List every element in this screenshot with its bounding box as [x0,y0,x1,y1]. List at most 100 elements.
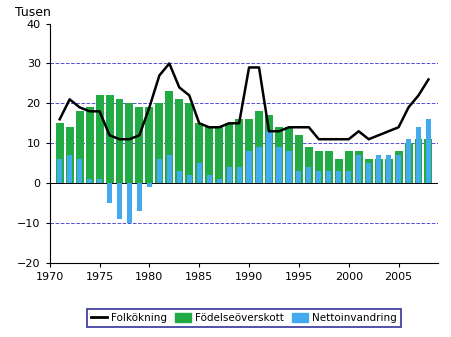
Folkökning [365,137,371,141]
Bar [55,123,64,183]
Bar [195,123,203,183]
Folkökning [226,121,231,125]
Text: Tusen: Tusen [15,6,51,19]
Folkökning [176,85,182,89]
Bar [205,127,213,183]
Bar [226,167,231,183]
Bar [375,155,380,183]
Bar [97,179,102,183]
Bar [355,155,360,183]
Bar [244,119,253,183]
Bar [394,151,402,183]
Bar [294,135,302,183]
Bar [256,147,261,183]
Bar [215,127,223,183]
Bar [77,159,82,183]
Bar [236,167,241,183]
Folkökning [97,109,102,113]
Line: Folkökning: Folkökning [60,63,428,139]
Bar [196,163,202,183]
Folkökning [276,129,281,133]
Bar [125,103,133,183]
Bar [395,155,400,183]
Bar [225,123,233,183]
Bar [147,183,152,187]
Bar [246,151,251,183]
Bar [423,139,432,183]
Bar [145,107,153,183]
Bar [87,179,92,183]
Bar [425,119,430,183]
Folkökning [67,97,72,101]
Folkökning [87,109,92,113]
Bar [85,107,93,183]
Bar [137,183,142,211]
Folkökning [246,65,251,69]
Bar [306,167,311,183]
Folkökning [385,129,391,133]
Bar [156,159,161,183]
Folkökning [206,125,212,129]
Folkökning [106,133,112,137]
Bar [216,179,221,183]
Bar [67,155,72,183]
Bar [176,171,181,183]
Folkökning [345,137,351,141]
Bar [404,143,412,183]
Folkökning [57,117,62,121]
Bar [235,119,243,183]
Bar [405,139,410,183]
Folkökning [305,125,311,129]
Folkökning [256,65,261,69]
Bar [334,159,342,183]
Bar [206,175,212,183]
Folkökning [395,125,400,129]
Bar [165,91,173,183]
Folkökning [415,93,420,97]
Folkökning [285,125,291,129]
Bar [284,127,292,183]
Folkökning [156,73,162,78]
Folkökning [186,93,192,97]
Bar [117,183,122,219]
Folkökning [375,133,381,137]
Folkökning [116,137,122,141]
Folkökning [335,137,341,141]
Bar [105,95,113,183]
Bar [166,155,171,183]
Bar [266,131,271,183]
Bar [115,99,123,183]
Bar [364,159,372,183]
Folkökning [216,125,221,129]
Bar [95,95,103,183]
Bar [384,159,392,183]
Folkökning [425,78,430,82]
Folkökning [315,137,321,141]
Bar [185,103,193,183]
Bar [385,155,390,183]
Bar [314,151,322,183]
Bar [285,151,291,183]
Bar [316,171,321,183]
Bar [304,147,312,183]
Folkökning [196,121,202,125]
Bar [135,107,143,183]
Bar [324,151,332,183]
Bar [415,127,420,183]
Folkökning [77,105,82,109]
Bar [365,163,370,183]
Bar [326,171,331,183]
Folkökning [166,61,172,65]
Bar [75,111,83,183]
Bar [127,183,132,223]
Folkökning [147,105,152,109]
Bar [344,151,352,183]
Folkökning [325,137,331,141]
Bar [57,159,62,183]
Bar [264,115,272,183]
Folkökning [126,137,132,141]
Bar [374,159,382,183]
Folkökning [266,129,271,133]
Folkökning [236,121,241,125]
Bar [336,171,341,183]
